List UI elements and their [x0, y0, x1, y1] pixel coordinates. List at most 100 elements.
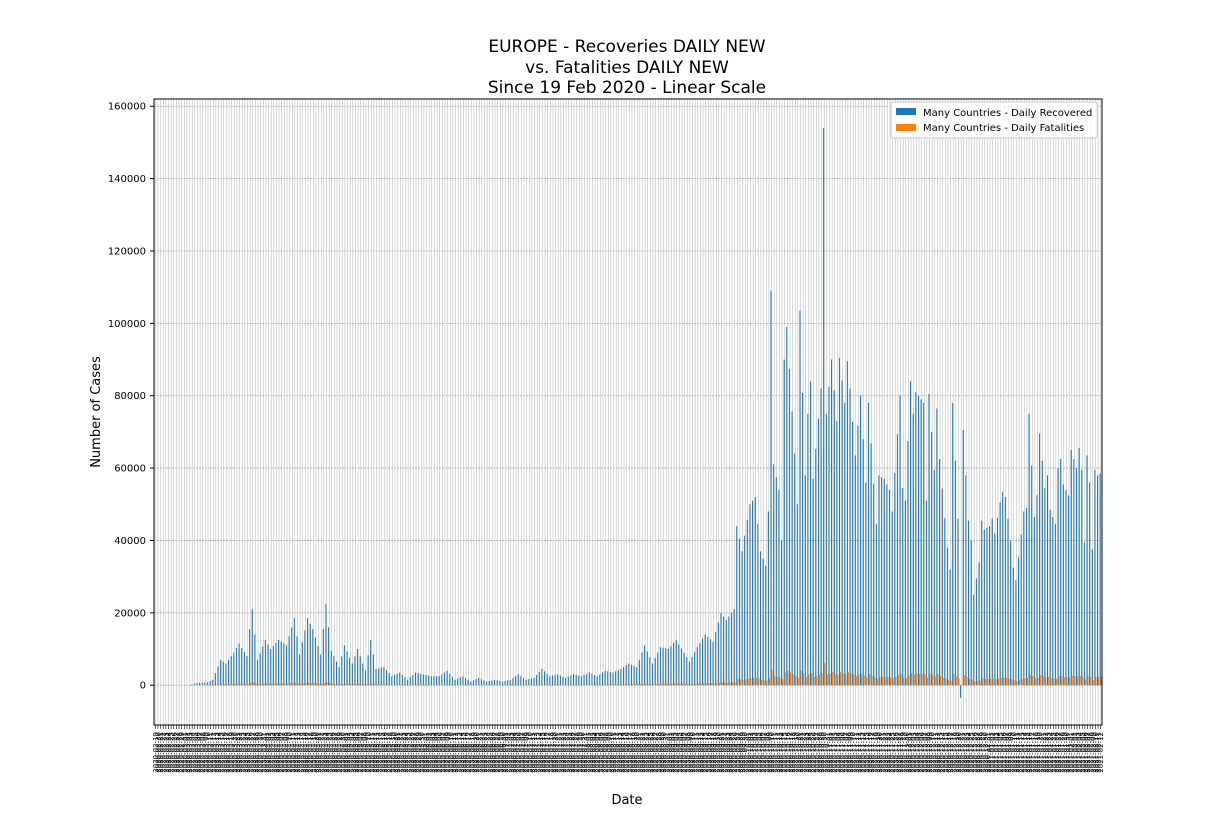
x-tick-label: 2020-06-21	[476, 732, 484, 773]
bar-fatalities	[1084, 679, 1086, 686]
x-tick-label: 2020-08-23	[642, 732, 650, 773]
bar-fatalities	[315, 683, 317, 686]
bar-fatalities	[708, 683, 710, 686]
x-tick-label: 2020-12-24	[966, 731, 974, 772]
bar-recovered	[1081, 469, 1083, 686]
legend-box	[890, 101, 1098, 139]
bar-recovered	[1049, 509, 1051, 686]
bar-fatalities	[774, 676, 776, 686]
bar-recovered	[841, 380, 843, 686]
x-tick-label: 2020-12-23	[963, 732, 971, 773]
bar-fatalities	[300, 683, 302, 686]
x-tick-label: 2020-10-05	[755, 732, 763, 773]
x-tick-label: 2020-02-21	[157, 732, 165, 773]
x-tick-label: 2020-11-05	[836, 732, 844, 773]
bar-recovered	[699, 642, 701, 686]
bar-fatalities	[344, 683, 346, 686]
bar-fatalities	[934, 676, 936, 686]
bar-fatalities	[674, 683, 676, 686]
bar-recovered	[204, 682, 206, 686]
bar-recovered	[657, 652, 659, 686]
bar-recovered	[873, 483, 875, 686]
bar-recovered	[986, 527, 988, 686]
x-tick-label: 2020-04-21	[315, 732, 323, 773]
x-tick-label: 2020-10-29	[818, 732, 826, 773]
bar-recovered	[1086, 455, 1088, 686]
bar-fatalities	[297, 683, 299, 686]
bar-recovered	[728, 616, 730, 686]
bar-fatalities	[918, 673, 921, 686]
bar-fatalities	[963, 674, 965, 686]
bar-fatalities	[1076, 676, 1079, 686]
bar-recovered	[849, 388, 851, 686]
bar-recovered	[504, 680, 506, 686]
x-tick-label: 2020-11-27	[894, 732, 902, 773]
bar-fatalities	[1011, 679, 1013, 686]
bar-fatalities	[913, 674, 915, 686]
x-tick-label: 2020-05-13	[373, 732, 381, 773]
bar-recovered	[199, 682, 201, 686]
bar-fatalities	[887, 677, 889, 686]
bar-fatalities	[355, 684, 357, 686]
bar-fatalities	[842, 673, 844, 686]
x-tick-label: 2020-11-21	[879, 732, 887, 773]
bar-fatalities	[890, 677, 892, 686]
x-tick-label: 2020-09-15	[702, 732, 710, 773]
bar-recovered	[612, 672, 614, 686]
bar-fatalities	[976, 680, 978, 686]
x-tick-label: 2020-05-15	[378, 732, 386, 773]
x-tick-label: 2020-02-19	[152, 732, 160, 773]
x-tick-label: 2020-03-24	[241, 731, 249, 772]
x-tick-label: 2020-02-25	[168, 732, 176, 773]
bar-fatalities	[882, 676, 884, 686]
bar-recovered	[525, 679, 527, 686]
bar-recovered	[807, 413, 809, 686]
bar-recovered	[359, 656, 361, 686]
x-tick-label: 2020-11-03	[831, 732, 839, 773]
x-tick-label: 2020-10-01	[744, 732, 752, 773]
bar-recovered	[309, 623, 311, 686]
x-tick-label: 2020-05-29	[415, 732, 423, 773]
bar-recovered	[546, 673, 548, 686]
bar-fatalities	[1013, 680, 1015, 686]
bar-recovered	[1057, 468, 1059, 686]
bar-recovered	[488, 680, 490, 686]
bar-fatalities	[832, 672, 834, 686]
x-tick-label: 2020-12-16	[944, 731, 952, 772]
bar-fatalities	[321, 683, 323, 686]
bar-recovered	[925, 500, 927, 686]
bar-recovered	[433, 676, 435, 686]
bar-recovered	[209, 681, 211, 686]
bar-fatalities	[302, 683, 304, 686]
x-tick-label: 2020-07-18	[547, 732, 555, 773]
x-tick-label: 2021-01-17	[1029, 732, 1037, 773]
bar-recovered	[407, 679, 409, 686]
x-tick-label: 2020-12-21	[958, 732, 966, 773]
bar-recovered	[791, 411, 793, 686]
bar-recovered	[1044, 487, 1046, 686]
bar-fatalities	[942, 677, 944, 686]
x-tick-label: 2020-07-06	[515, 731, 523, 772]
bar-recovered	[630, 664, 632, 686]
bar-recovered	[538, 671, 540, 686]
y-axis-ticks: 0 20000 40000 60000 80000 100000 120000 140000 1…	[108, 102, 154, 692]
bar-fatalities	[260, 683, 262, 686]
bar-recovered	[230, 656, 232, 686]
x-tick-label: 2020-05-31	[420, 732, 428, 773]
bar-recovered	[601, 672, 603, 686]
bar-fatalities	[705, 683, 707, 686]
bar-fatalities	[1005, 677, 1007, 686]
bar-fatalities	[676, 683, 678, 686]
bar-recovered	[912, 413, 914, 686]
legend: Many Countries - Daily Recovered Many Co…	[890, 101, 1098, 139]
x-tick-label: 2020-04-18	[307, 732, 315, 773]
x-tick-label: 2020-07-31	[581, 732, 589, 773]
x-tick-label: 2021-01-31	[1066, 732, 1074, 773]
bar-recovered	[262, 646, 264, 686]
x-tick-label: 2020-06-14	[457, 731, 465, 772]
bar-recovered	[354, 656, 356, 686]
bar-recovered	[1036, 495, 1038, 686]
bar-recovered	[799, 310, 801, 686]
bar-recovered	[715, 632, 717, 686]
bar-fatalities	[1029, 674, 1031, 686]
